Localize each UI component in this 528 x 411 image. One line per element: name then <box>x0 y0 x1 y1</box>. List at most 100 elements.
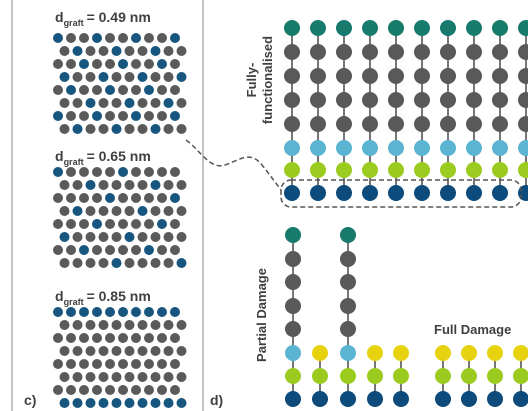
bead <box>79 385 89 395</box>
bead <box>170 33 180 43</box>
bead <box>86 258 96 268</box>
bead <box>125 46 135 56</box>
bead <box>112 72 122 82</box>
bead <box>99 98 109 108</box>
bead <box>53 59 63 69</box>
bead <box>144 167 154 177</box>
spacing-label: dgraft= 0.85 nm <box>55 288 151 307</box>
bead <box>340 274 356 290</box>
bead <box>112 320 122 330</box>
bead <box>336 92 352 108</box>
bead <box>310 116 326 132</box>
bead <box>170 167 180 177</box>
bead <box>118 385 128 395</box>
bead <box>112 398 122 408</box>
bead <box>170 111 180 121</box>
bead <box>66 219 76 229</box>
bead <box>310 162 326 178</box>
bead <box>112 98 122 108</box>
bead <box>60 398 70 408</box>
bead <box>73 320 83 330</box>
bead <box>66 307 76 317</box>
bead <box>440 92 456 108</box>
bead <box>414 116 430 132</box>
bead <box>414 162 430 178</box>
bead <box>466 20 482 36</box>
bead <box>440 140 456 156</box>
bead <box>92 167 102 177</box>
bead <box>440 116 456 132</box>
bead <box>144 111 154 121</box>
bead <box>60 372 70 382</box>
bead <box>518 68 528 84</box>
bead <box>92 333 102 343</box>
bead <box>440 20 456 36</box>
bead <box>60 124 70 134</box>
bead <box>138 372 148 382</box>
bead <box>138 124 148 134</box>
bead <box>131 111 141 121</box>
bead <box>492 44 508 60</box>
bead <box>440 162 456 178</box>
bead <box>177 124 187 134</box>
bead <box>151 346 161 356</box>
bead <box>336 185 352 201</box>
bead <box>362 162 378 178</box>
bead <box>170 59 180 69</box>
bead <box>112 258 122 268</box>
bead <box>388 68 404 84</box>
bead <box>86 46 96 56</box>
bead <box>112 372 122 382</box>
bead <box>53 111 63 121</box>
bead <box>105 85 115 95</box>
bead <box>118 245 128 255</box>
bead <box>66 385 76 395</box>
bead <box>73 398 83 408</box>
state-label: Partial Damage <box>254 268 269 362</box>
bead <box>131 33 141 43</box>
bead <box>138 72 148 82</box>
bead <box>92 359 102 369</box>
bead <box>170 307 180 317</box>
bead <box>164 346 174 356</box>
bead <box>367 368 383 384</box>
bead <box>86 346 96 356</box>
bead <box>99 320 109 330</box>
grafting-patterns <box>53 33 187 408</box>
bead <box>66 333 76 343</box>
bead <box>487 345 503 361</box>
bead <box>131 193 141 203</box>
bead <box>118 59 128 69</box>
bead <box>440 44 456 60</box>
bead <box>435 391 451 407</box>
bead <box>285 368 301 384</box>
bead <box>466 140 482 156</box>
bead <box>310 44 326 60</box>
bead <box>144 33 154 43</box>
bead <box>157 333 167 343</box>
bead <box>177 206 187 216</box>
bead <box>144 85 154 95</box>
bead <box>164 258 174 268</box>
spacing-label: dgraft= 0.49 nm <box>55 9 151 28</box>
bead <box>284 68 300 84</box>
bead <box>312 391 328 407</box>
bead <box>177 320 187 330</box>
bead <box>362 44 378 60</box>
bead <box>92 85 102 95</box>
bead <box>73 232 83 242</box>
bead <box>53 385 63 395</box>
bead <box>157 59 167 69</box>
bead <box>362 185 378 201</box>
bead <box>435 345 451 361</box>
bead <box>151 206 161 216</box>
bead <box>118 167 128 177</box>
bead <box>92 111 102 121</box>
bead <box>144 333 154 343</box>
bead <box>138 206 148 216</box>
bead <box>492 185 508 201</box>
bead <box>73 98 83 108</box>
bead <box>285 251 301 267</box>
bead <box>60 258 70 268</box>
bead <box>492 68 508 84</box>
